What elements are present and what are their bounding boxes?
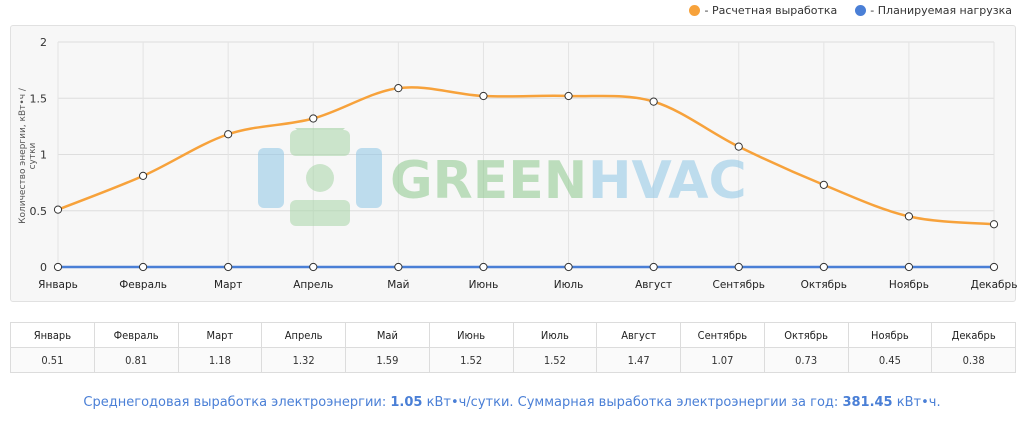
data-point bbox=[53, 205, 63, 214]
data-point bbox=[138, 262, 148, 272]
summary-avg-value: 1.05 bbox=[390, 395, 423, 410]
chart-area: Количество энергии, кВт•ч / сутки 0 0.5 1 1… bbox=[10, 25, 1018, 302]
table-header-cell: Май bbox=[345, 322, 430, 348]
legend-label: - Планируемая нагрузка bbox=[870, 4, 1012, 17]
monthly-values-table: Январь Февраль Март Апрель Май Июнь Июль Август… bbox=[10, 322, 1016, 373]
y-tick-label: 1 bbox=[40, 149, 47, 162]
data-point bbox=[224, 130, 233, 139]
data-point bbox=[394, 262, 403, 272]
table-header-cell: Март bbox=[177, 322, 263, 348]
data-point bbox=[734, 262, 743, 272]
table-cell: 0.45 bbox=[847, 347, 933, 373]
data-point bbox=[138, 171, 148, 180]
legend-label: - Расчетная выработка bbox=[704, 4, 838, 17]
summary-suffix: . bbox=[936, 395, 941, 410]
data-point bbox=[819, 180, 828, 189]
legend-dot-orange-icon bbox=[689, 5, 701, 16]
table-cell: 1.47 bbox=[596, 347, 681, 373]
summary-total-value: 381.45 bbox=[842, 395, 893, 410]
table-header-cell: Февраль bbox=[93, 322, 179, 348]
data-point bbox=[309, 114, 318, 123]
data-point bbox=[564, 91, 573, 101]
chart-legend: - Расчетная выработка - Планируемая нагр… bbox=[689, 4, 1012, 17]
data-point bbox=[394, 84, 403, 93]
x-tick-label: Апрель bbox=[293, 279, 333, 291]
x-tick-label: Март bbox=[214, 279, 242, 291]
line-chart: 0 0.5 1 1.5 2 Январь Февраль Март Апрель Май Июнь И… bbox=[30, 36, 1018, 291]
table-cell: 0.51 bbox=[10, 347, 95, 373]
table-cell: 1.52 bbox=[428, 347, 514, 373]
table-header-cell: Январь bbox=[10, 322, 95, 348]
summary-avg-unit: кВт•ч/сутки bbox=[422, 395, 510, 410]
data-point bbox=[904, 262, 914, 272]
data-point bbox=[53, 262, 63, 272]
table-header-cell: Июнь bbox=[428, 322, 514, 348]
table-cell: 0.73 bbox=[763, 347, 849, 373]
table-header-cell: Октябрь bbox=[763, 322, 849, 348]
table-row: 0.51 0.81 1.18 1.32 1.59 1.52 1.52 1.47 1.07 0.73… bbox=[10, 347, 1016, 373]
x-tick-label: Декабрь bbox=[971, 279, 1017, 291]
table-cell: 0.38 bbox=[931, 347, 1016, 373]
x-tick-label: Февраль bbox=[119, 279, 167, 291]
x-tick-label: Ноябрь bbox=[889, 279, 929, 291]
y-tick-label: 0.5 bbox=[30, 205, 48, 218]
x-tick-label: Июль bbox=[554, 279, 584, 291]
table-cell: 1.07 bbox=[680, 347, 765, 373]
data-point bbox=[309, 262, 318, 272]
data-point bbox=[819, 262, 828, 272]
summary-middle: . Суммарная выработка электроэнергии за … bbox=[509, 395, 843, 410]
table-cell: 1.52 bbox=[512, 347, 598, 373]
y-tick-label: 0 bbox=[40, 261, 47, 274]
data-point bbox=[904, 212, 914, 221]
table-cell: 1.18 bbox=[177, 347, 263, 373]
table-header-cell: Ноябрь bbox=[847, 322, 933, 348]
summary-total-unit: кВт•ч bbox=[892, 395, 937, 410]
legend-item-calculated[interactable]: - Расчетная выработка bbox=[689, 4, 837, 17]
data-point bbox=[479, 91, 488, 101]
y-tick-label: 1.5 bbox=[30, 92, 48, 105]
table-cell: 1.32 bbox=[261, 347, 346, 373]
x-tick-label: Сентябрь bbox=[713, 279, 765, 291]
summary-prefix: Среднегодовая выработка электроэнергии: bbox=[83, 395, 391, 410]
legend-item-planned[interactable]: - Планируемая нагрузка bbox=[855, 4, 1012, 17]
table-header-cell: Апрель bbox=[261, 322, 346, 348]
x-tick-label: Август bbox=[635, 279, 672, 291]
data-point bbox=[224, 262, 233, 272]
y-tick-label: 2 bbox=[40, 36, 47, 49]
table-header-cell: Декабрь bbox=[931, 322, 1016, 348]
x-tick-label: Май bbox=[387, 279, 409, 291]
data-point bbox=[649, 97, 658, 106]
table-cell: 1.59 bbox=[345, 347, 430, 373]
data-point bbox=[989, 262, 999, 272]
series-line bbox=[57, 86, 995, 226]
data-point bbox=[479, 262, 488, 272]
table-header-cell: Сентябрь bbox=[680, 322, 765, 348]
table-header-cell: Июль bbox=[512, 322, 598, 348]
data-point bbox=[989, 220, 999, 229]
data-point bbox=[734, 142, 743, 151]
x-tick-label: Январь bbox=[38, 279, 78, 291]
table-cell: 0.81 bbox=[93, 347, 179, 373]
table-header-row: Январь Февраль Март Апрель Май Июнь Июль Август… bbox=[10, 322, 1016, 348]
legend-dot-blue-icon bbox=[855, 5, 867, 16]
table-header-cell: Август bbox=[596, 322, 681, 348]
summary-line: Среднегодовая выработка электроэнергии: … bbox=[0, 395, 1024, 410]
data-point bbox=[649, 262, 658, 272]
x-tick-label: Июнь bbox=[469, 279, 499, 291]
x-tick-label: Октябрь bbox=[801, 279, 847, 291]
data-point bbox=[564, 262, 573, 272]
